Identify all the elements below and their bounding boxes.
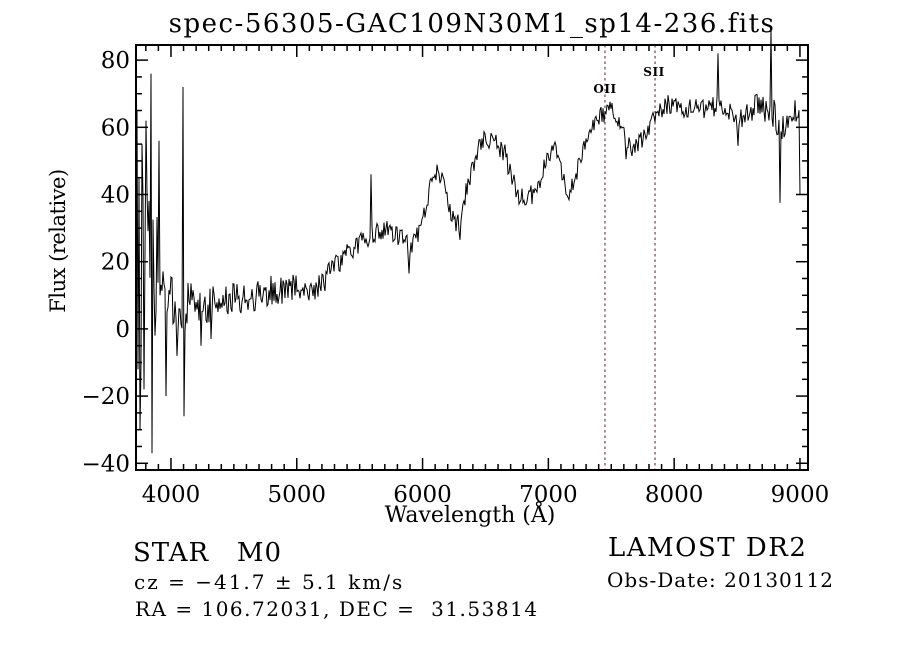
survey-release-text: LAMOST DR2 xyxy=(608,533,808,563)
axis-frame xyxy=(135,44,809,471)
y-tick-label: −20 xyxy=(81,384,130,410)
y-tick-label: 40 xyxy=(101,183,130,209)
ra-dec-text: RA = 106.72031, DEC = 31.53814 xyxy=(135,597,539,621)
obs-date-text: Obs-Date: 20130112 xyxy=(607,568,834,592)
object-class-text: STAR M0 xyxy=(133,538,283,568)
y-tick-label: 20 xyxy=(101,250,130,276)
y-tick-label: 80 xyxy=(101,48,130,74)
y-tick-label: −40 xyxy=(81,451,130,477)
x-tick-label: 4000 xyxy=(142,482,201,508)
radial-velocity-text: cz = −41.7 ± 5.1 km/s xyxy=(134,570,405,594)
y-tick-label: 60 xyxy=(101,115,130,141)
x-tick-label: 6000 xyxy=(393,482,452,508)
x-tick-label: 8000 xyxy=(645,482,704,508)
x-tick-label: 9000 xyxy=(771,482,830,508)
plot-title: spec-56305-GAC109N30M1_sp14-236.fits xyxy=(168,9,776,39)
y-axis-label: Flux (relative) xyxy=(45,169,70,313)
marker-label-oii: OII xyxy=(593,82,617,96)
x-axis-label: Wavelength (Å) xyxy=(384,503,556,528)
x-tick-label: 5000 xyxy=(267,482,326,508)
spectrum-line xyxy=(136,29,801,454)
y-tick-label: 0 xyxy=(115,317,130,343)
marker-label-sii: SII xyxy=(643,65,665,79)
x-tick-label: 7000 xyxy=(519,482,578,508)
